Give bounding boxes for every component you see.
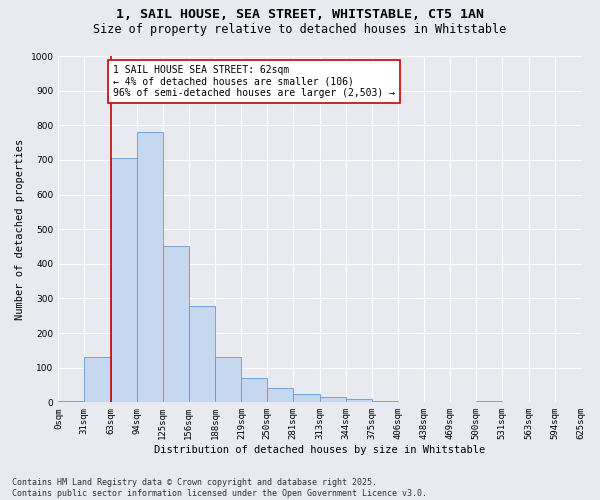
Bar <box>293 394 320 402</box>
Bar <box>267 388 293 402</box>
Text: 1 SAIL HOUSE SEA STREET: 62sqm
← 4% of detached houses are smaller (106)
96% of : 1 SAIL HOUSE SEA STREET: 62sqm ← 4% of d… <box>113 64 395 98</box>
Bar <box>241 378 267 402</box>
Bar <box>320 397 346 402</box>
Bar <box>58 400 85 402</box>
Text: Contains HM Land Registry data © Crown copyright and database right 2025.
Contai: Contains HM Land Registry data © Crown c… <box>12 478 427 498</box>
Y-axis label: Number of detached properties: Number of detached properties <box>15 138 25 320</box>
Bar <box>215 358 241 403</box>
Text: Size of property relative to detached houses in Whitstable: Size of property relative to detached ho… <box>94 22 506 36</box>
Bar <box>111 158 137 402</box>
X-axis label: Distribution of detached houses by size in Whitstable: Distribution of detached houses by size … <box>154 445 485 455</box>
Bar <box>137 132 163 402</box>
Bar <box>163 246 189 402</box>
Bar <box>346 399 371 402</box>
Bar <box>476 400 502 402</box>
Bar <box>85 358 111 403</box>
Bar <box>189 306 215 402</box>
Bar <box>371 400 398 402</box>
Text: 1, SAIL HOUSE, SEA STREET, WHITSTABLE, CT5 1AN: 1, SAIL HOUSE, SEA STREET, WHITSTABLE, C… <box>116 8 484 20</box>
